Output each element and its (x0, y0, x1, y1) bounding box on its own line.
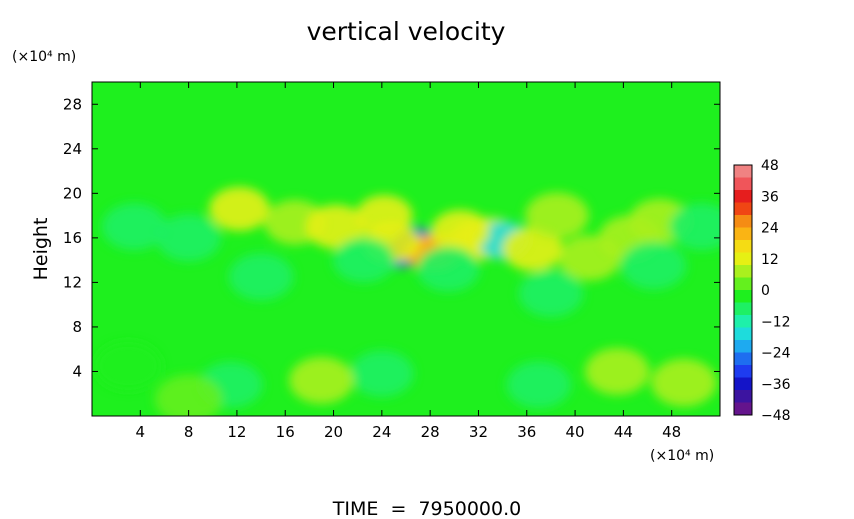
time-footer: TIME = 7950000.0 (332, 498, 521, 519)
colorbar-band (734, 340, 752, 353)
field-feature (332, 237, 395, 283)
heatmap-field (92, 82, 720, 416)
x-tick-label: 8 (184, 423, 194, 441)
field-feature (525, 192, 589, 239)
field-feature (558, 235, 621, 281)
colorbar-band (734, 277, 752, 291)
colorbar-band (734, 315, 752, 328)
field-feature (350, 350, 414, 397)
field-feature (154, 374, 223, 416)
field-feature (502, 227, 564, 271)
field-feature (585, 348, 650, 395)
colorbar-band (734, 165, 752, 178)
colorbar-band (734, 402, 752, 416)
x-tick-label: 20 (324, 423, 343, 441)
colorbar-band (734, 365, 752, 378)
colorbar-tick-label: 24 (761, 221, 779, 237)
field-feature (289, 356, 354, 404)
y-axis: 4 8 12 16 20 24 28 (63, 95, 720, 380)
colorbar-tick-label: 36 (761, 189, 779, 205)
colorbar-tick-label: 48 (761, 158, 779, 174)
colorbar-band (734, 177, 752, 191)
colorbar-band (734, 215, 752, 228)
colorbar-tick-label: −36 (761, 377, 791, 393)
field-feature (209, 186, 270, 231)
x-tick-label: 24 (372, 423, 391, 441)
x-tick-label: 16 (276, 423, 295, 441)
y-tick-label: 12 (63, 273, 82, 291)
y-tick-label: 20 (63, 184, 82, 202)
x-tick-label: 4 (136, 423, 146, 441)
colorbar-frame (733, 164, 753, 416)
colorbar-band (734, 252, 752, 266)
field-feature (431, 209, 490, 253)
colorbar-band (734, 390, 752, 403)
colorbar-band (734, 302, 752, 316)
field-feature (305, 204, 367, 249)
y-axis-label: Height (30, 218, 52, 281)
colorbar-tick-label: −48 (761, 408, 791, 424)
colorbar: 48 36 24 12 0 −12 −24 −36 −48 (733, 158, 791, 424)
field-feature (651, 358, 717, 407)
y-tick-label: 8 (72, 318, 82, 336)
x-tick-label: 48 (662, 423, 681, 441)
x-tick-label: 44 (614, 423, 633, 441)
x-tick-label: 36 (517, 423, 536, 441)
colorbar-band (734, 202, 752, 216)
x-tick-label: 40 (566, 423, 585, 441)
colorbar-band (734, 377, 752, 391)
y-tick-label: 24 (63, 140, 82, 158)
colorbar-tick-label: 0 (761, 283, 770, 299)
colorbar-band (734, 327, 752, 341)
x-tick-label: 32 (469, 423, 488, 441)
colorbar-band (734, 290, 752, 303)
plot-frame (91, 81, 721, 417)
colorbar-tick-label: −12 (761, 314, 791, 330)
field-feature (417, 246, 480, 292)
colorbar-band (734, 227, 752, 241)
x-axis-unit: (×10⁴ m) (650, 448, 714, 464)
y-tick-label: 28 (63, 95, 82, 113)
y-axis-unit: (×10⁴ m) (12, 49, 76, 65)
colorbar-band (734, 240, 752, 253)
colorbar-band (734, 352, 752, 366)
field-feature (518, 270, 584, 317)
chart-title: vertical velocity (307, 17, 506, 46)
field-feature (620, 241, 687, 290)
field-feature (355, 195, 413, 237)
field-feature (95, 341, 162, 391)
field-feature (102, 203, 167, 251)
field-feature (156, 214, 221, 262)
x-tick-label: 12 (227, 423, 246, 441)
y-tick-label: 4 (72, 362, 82, 380)
x-axis: 4 8 12 16 20 24 28 32 36 40 44 48 (136, 82, 681, 441)
colorbar-band (734, 265, 752, 278)
y-tick-label: 16 (63, 229, 82, 247)
field-feature (669, 203, 720, 251)
colorbar-tick-label: −24 (761, 346, 791, 362)
colorbar-band (734, 190, 752, 203)
field-feature (506, 361, 572, 409)
colorbar-tick-label: 12 (761, 252, 779, 268)
field-feature (228, 253, 294, 301)
x-tick-label: 28 (421, 423, 440, 441)
